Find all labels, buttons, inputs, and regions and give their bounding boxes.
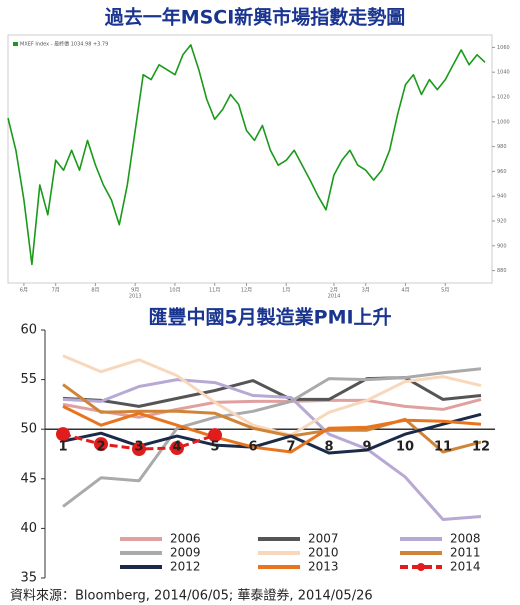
y-tick-label: 40 [20, 521, 37, 536]
x-tick-label: 7 [286, 440, 295, 455]
series-line [62, 383, 482, 454]
legend-marker [417, 563, 425, 571]
marker [94, 437, 108, 452]
y-tick-label: 1000 [497, 119, 510, 125]
x-tick-label: 12 [472, 440, 490, 455]
legend-label: 2007 [308, 532, 339, 546]
series-line [62, 412, 482, 455]
chart-title: 過去一年MSCI新興市場指數走勢圖 [105, 6, 406, 29]
marker [170, 441, 184, 456]
x-tick-label: 10月 [169, 288, 180, 294]
x-tick-label: 5 [210, 440, 219, 455]
y-tick-label: 1020 [497, 95, 510, 101]
series-line [62, 405, 482, 454]
legend-label: 2006 [170, 532, 201, 546]
x-tick-label: 1月 [282, 288, 290, 294]
x-tick-label: 9 [362, 440, 371, 455]
y-tick-label: 900 [497, 243, 507, 249]
x-tick-label: 6月 [20, 288, 28, 294]
x-tick-label: 4月 [401, 288, 409, 294]
x-tick-label: 5月 [441, 288, 449, 294]
x-tick-label: 3月 [362, 288, 370, 294]
legend-label: 2009 [170, 546, 201, 560]
x-tick-label: 12月 [241, 288, 252, 294]
y-tick-label: 1060 [497, 45, 510, 51]
y-tick-label: 1040 [497, 70, 510, 76]
y-tick-label: 940 [497, 194, 507, 200]
x-tick-label: 3 [134, 440, 143, 455]
y-tick-label: 960 [497, 169, 507, 175]
y-tick-label: 50 [20, 422, 37, 437]
x-tick-label: 8月 [91, 288, 99, 294]
x-tick-label: 7月 [52, 288, 60, 294]
legend-label: 2010 [308, 546, 339, 560]
plot-frame [7, 34, 493, 284]
legend-label: 2014 [450, 560, 481, 574]
x-tick-label: 9月 [131, 288, 139, 294]
marker [208, 428, 222, 443]
x-tick-label: 1 [58, 440, 67, 455]
year-label: 2014 [328, 294, 341, 300]
legend-label: 2011 [450, 546, 481, 560]
y-tick-label: 55 [20, 372, 37, 387]
marker [132, 442, 146, 457]
series-line [7, 44, 486, 266]
x-tick-label: 4 [172, 440, 181, 455]
marker [56, 427, 70, 442]
legend-label: 2012 [170, 560, 201, 574]
year-label: 2013 [129, 294, 142, 300]
legend-label: 2008 [450, 532, 481, 546]
y-tick-label: 35 [20, 571, 37, 586]
legend-swatch [13, 42, 18, 46]
y-tick-label: 980 [497, 144, 507, 150]
x-tick-label: 11 [434, 440, 452, 455]
y-tick-label: 880 [497, 268, 507, 274]
legend-label: MXEF Index - 最終價 1034.98 +3.79 [20, 41, 108, 48]
y-tick-label: 60 [20, 323, 37, 338]
source: 資料來源：Bloomberg, 2014/06/05; 華泰證券, 2014/0… [10, 588, 373, 604]
x-tick-label: 6 [248, 440, 257, 455]
y-tick-label: 45 [20, 471, 37, 486]
x-tick-label: 2 [96, 440, 105, 455]
x-tick-label: 10 [396, 440, 414, 455]
x-tick-label: 8 [324, 440, 333, 455]
series-line [62, 367, 482, 508]
series-line [62, 354, 482, 437]
series-line [62, 378, 482, 521]
legend-label: 2013 [308, 560, 339, 574]
x-tick-label: 11月 [209, 288, 220, 294]
y-tick-label: 920 [497, 219, 507, 225]
x-tick-label: 2月 [330, 288, 338, 294]
chart-title: 匯豐中國5月製造業PMI上升 [148, 306, 391, 329]
